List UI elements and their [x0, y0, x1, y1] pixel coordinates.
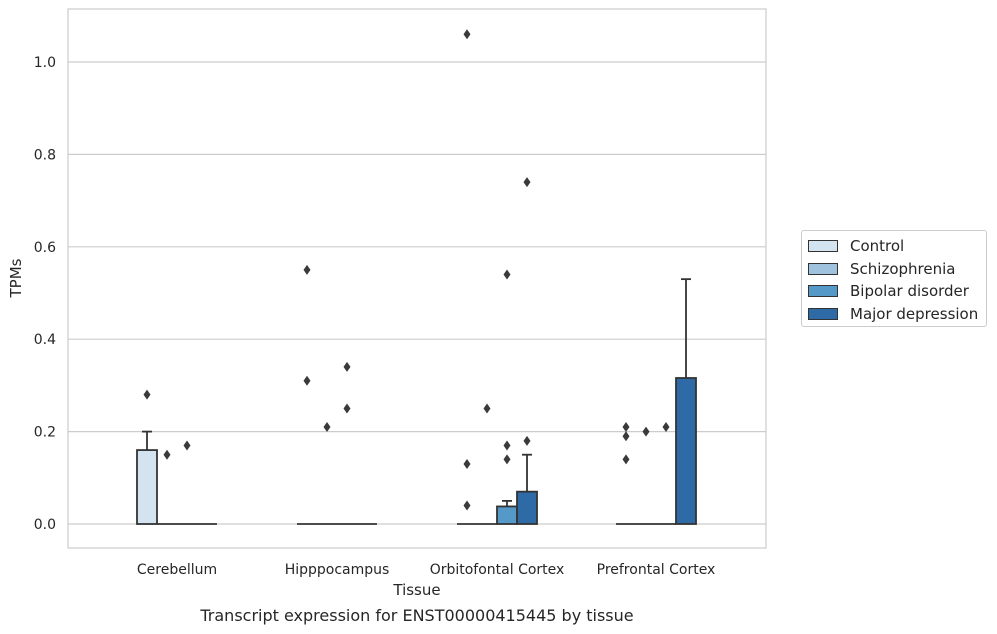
outlier-point	[303, 375, 311, 386]
chart-marks	[136, 29, 697, 525]
outlier-point	[503, 269, 511, 280]
outlier-point	[463, 458, 471, 469]
outlier-point	[343, 361, 351, 372]
outlier-point	[503, 440, 511, 451]
outlier-point	[463, 29, 471, 40]
outlier-point	[642, 426, 650, 437]
bar	[516, 490, 538, 525]
legend-label: Control	[850, 237, 905, 256]
legend-swatch-schizophrenia	[808, 262, 838, 275]
x-tick-label: Cerebellum	[137, 562, 217, 578]
outlier-point	[183, 440, 191, 451]
y-tick-label: 0.8	[34, 147, 56, 163]
outlier-point	[303, 264, 311, 275]
outlier-point	[343, 403, 351, 414]
outlier-point	[463, 500, 471, 511]
legend-swatch-bipolar	[808, 285, 838, 298]
y-tick-label: 0.6	[34, 240, 56, 256]
legend-item: Schizophrenia	[808, 258, 986, 281]
x-tick-label: Prefrontal Cortex	[597, 562, 716, 578]
chart-caption: Transcript expression for ENST0000041544…	[200, 606, 634, 625]
bar	[496, 505, 518, 525]
x-tick-label: Orbitofontal Cortex	[430, 562, 565, 578]
y-tick-label: 1.0	[34, 55, 56, 71]
legend-item: Control	[808, 235, 986, 258]
legend-item: Bipolar disorder	[808, 280, 986, 303]
outlier-point	[662, 421, 670, 432]
outlier-point	[143, 389, 151, 400]
bar	[675, 377, 697, 525]
outlier-point	[622, 421, 630, 432]
x-axis-label: Tissue	[392, 581, 440, 599]
y-tick-label: 0.2	[34, 425, 56, 441]
legend-label: Major depression	[850, 304, 979, 323]
outlier-point	[483, 403, 491, 414]
grid-lines	[68, 61, 766, 525]
legend-swatch-major-depression	[808, 307, 838, 320]
legend-label: Schizophrenia	[850, 259, 956, 278]
y-tick-label: 0.0	[34, 517, 56, 533]
legend-swatch-control	[808, 240, 838, 253]
legend-item: Major depression	[808, 303, 986, 326]
outlier-point	[503, 454, 511, 465]
outlier-point	[163, 449, 171, 460]
outlier-point	[523, 177, 531, 188]
tick-labels: 0.0 0.2 0.4 0.6 0.8 1.0 Cerebellum Hipppocampus…	[34, 55, 716, 578]
outlier-point	[622, 431, 630, 442]
chart-legend: Control Schizophrenia Bipolar disorder M…	[801, 230, 987, 327]
outlier-point	[523, 435, 531, 446]
plot-frame	[67, 8, 767, 549]
legend-label: Bipolar disorder	[850, 282, 969, 301]
outlier-point	[622, 454, 630, 465]
outlier-point	[323, 421, 331, 432]
y-tick-label: 0.4	[34, 332, 56, 348]
y-axis-label: TPMs	[7, 258, 25, 298]
x-tick-label: Hipppocampus	[285, 562, 390, 578]
bar	[136, 449, 158, 525]
